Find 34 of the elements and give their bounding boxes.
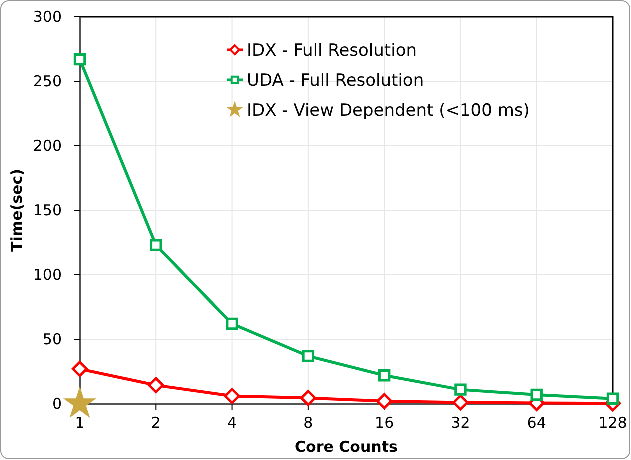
x-axis-title: Core Counts <box>295 438 398 456</box>
legend-label: IDX - View Dependent (<100 ms) <box>247 100 530 121</box>
x-tick-label: 128 <box>598 414 628 432</box>
y-tick-label: 0 <box>52 394 62 413</box>
x-tick-label: 16 <box>375 414 394 432</box>
y-tick-label: 300 <box>33 8 62 26</box>
x-tick-label: 2 <box>151 414 161 432</box>
y-tick-label: 200 <box>33 136 62 155</box>
point <box>224 388 240 404</box>
point <box>376 393 393 410</box>
y-tick-label: 100 <box>33 266 62 284</box>
point <box>74 53 86 66</box>
point <box>300 390 317 406</box>
point <box>378 370 391 382</box>
x-tick-label: 64 <box>527 414 546 432</box>
point <box>72 361 88 378</box>
point <box>148 377 164 394</box>
point <box>452 394 469 411</box>
y-axis-title: Time(sec) <box>8 169 26 252</box>
y-tick-label: 250 <box>33 72 62 90</box>
point <box>530 388 543 402</box>
x-tick-label: 32 <box>451 414 470 432</box>
legend-label: IDX - Full Resolution <box>247 40 417 61</box>
point <box>302 350 315 362</box>
point <box>150 239 162 252</box>
y-tick-label: 50 <box>42 330 62 348</box>
x-tick-label: 8 <box>304 414 314 432</box>
point <box>226 318 238 330</box>
y-tick-label: 150 <box>33 201 62 220</box>
x-tick-label: 4 <box>228 414 238 432</box>
point <box>454 384 467 396</box>
legend-label: UDA - Full Resolution <box>247 70 424 91</box>
x-tick-label: 1 <box>75 414 85 432</box>
point <box>606 392 620 405</box>
